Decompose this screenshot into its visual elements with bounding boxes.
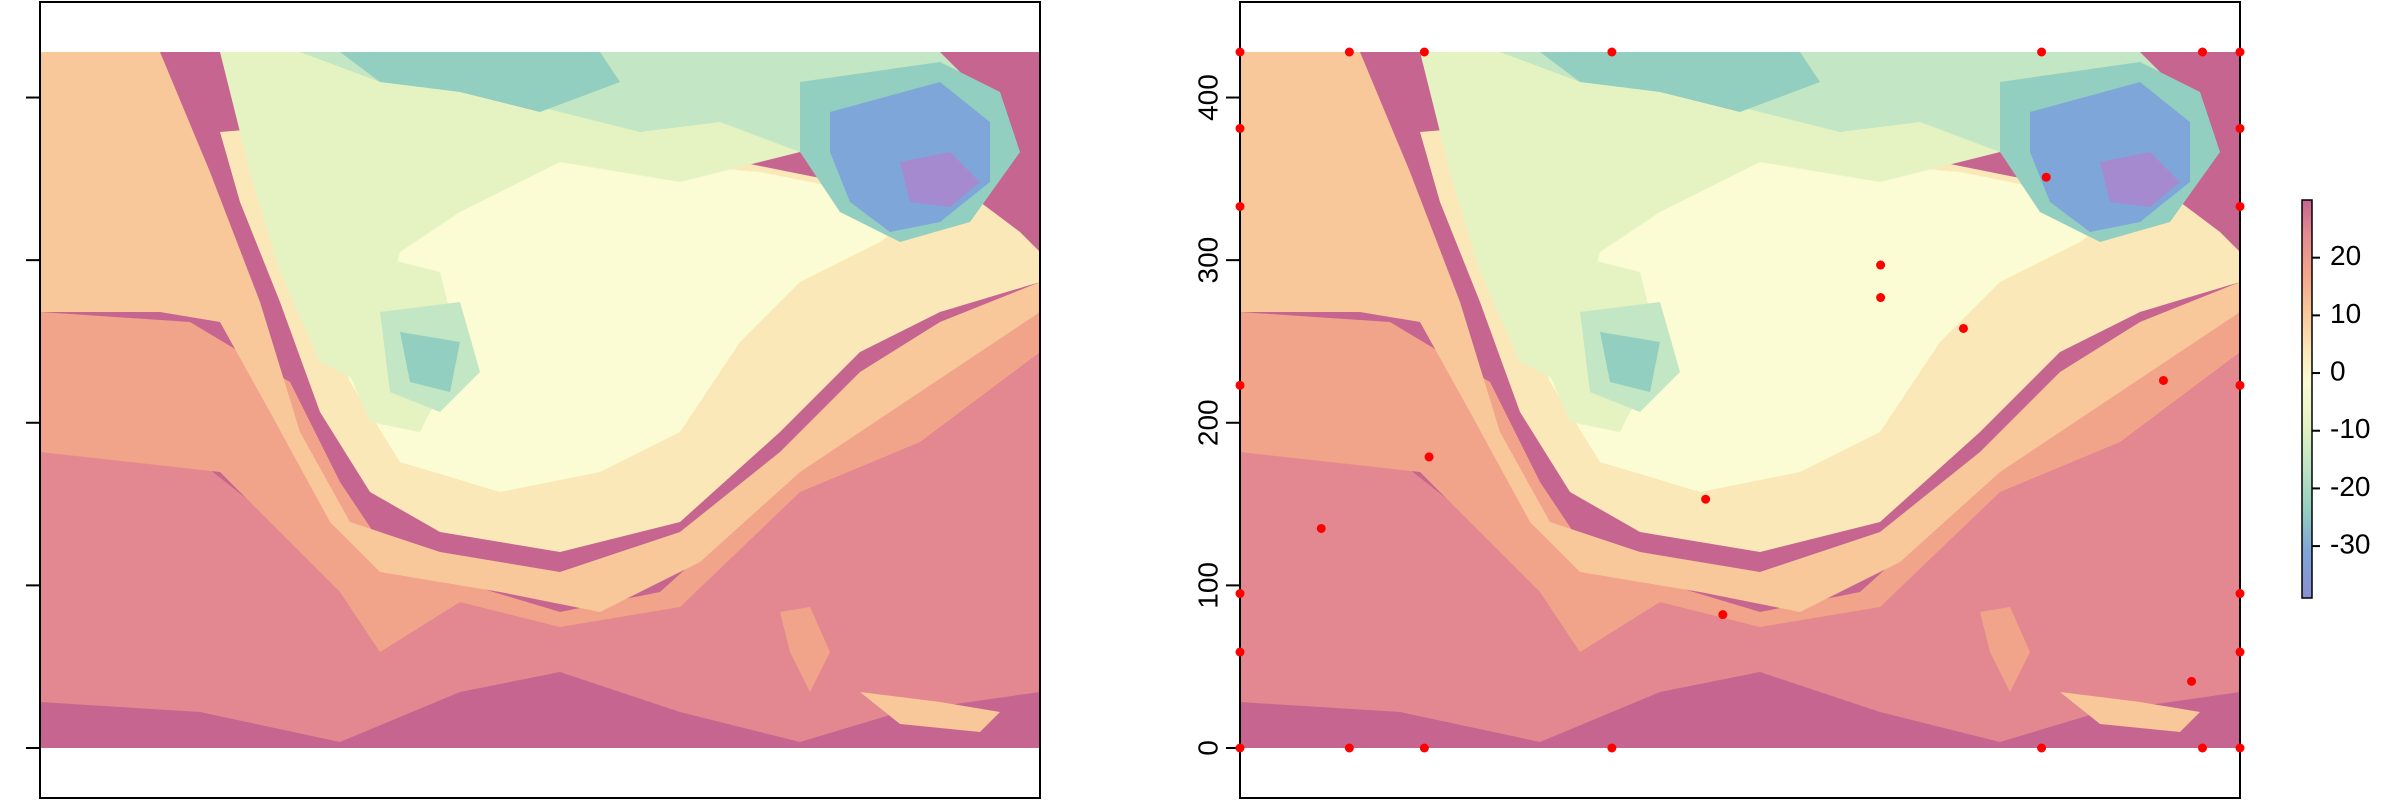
legend-tick-label: -10 xyxy=(2330,413,2370,444)
sample-point xyxy=(1344,743,1354,753)
sample-point xyxy=(2235,589,2245,599)
sample-point xyxy=(2235,201,2245,211)
sample-point xyxy=(2158,375,2168,385)
sample-point xyxy=(1235,201,1245,211)
color-legend: 20 10 0 -10 -20 -30 xyxy=(2301,199,2370,599)
left-plot-frame xyxy=(39,1,1041,799)
sample-point xyxy=(2235,47,2245,57)
sample-point xyxy=(1344,47,1354,57)
sample-point xyxy=(2037,47,2047,57)
y-tick-label: 100 xyxy=(1192,562,1223,609)
sample-point xyxy=(1235,123,1245,133)
sample-points xyxy=(1235,47,2245,753)
sample-point xyxy=(1607,743,1617,753)
sample-point xyxy=(1876,293,1886,303)
y-tick-label: 0 xyxy=(1192,740,1223,756)
sample-point xyxy=(1958,323,1968,333)
right-map-raster xyxy=(1240,52,2240,748)
sample-point xyxy=(2037,743,2047,753)
sample-point xyxy=(1701,494,1711,504)
legend-tick-label: -20 xyxy=(2330,471,2370,502)
legend-axis: 20 10 0 -10 -20 -30 xyxy=(2312,240,2370,559)
y-tick-label: 200 xyxy=(1192,399,1223,446)
sample-point xyxy=(1235,647,1245,657)
sample-point xyxy=(1718,610,1728,620)
legend-tick-label: 0 xyxy=(2330,355,2346,386)
sample-point xyxy=(2235,647,2245,657)
y-tick-label: 300 xyxy=(1192,237,1223,284)
sample-point xyxy=(2198,743,2207,753)
sample-point xyxy=(1876,260,1886,270)
sample-point xyxy=(1235,380,1245,390)
sample-point xyxy=(1235,743,1245,753)
sample-point xyxy=(1607,47,1617,57)
left-map-panel xyxy=(26,1,1041,799)
legend-tick-label: -30 xyxy=(2330,528,2370,559)
sample-point xyxy=(1235,47,1245,57)
right-y-axis: 0 100 200 300 400 xyxy=(1192,74,1240,756)
right-plot-frame xyxy=(1239,1,2241,799)
sample-point xyxy=(1419,743,1429,753)
sample-point xyxy=(2198,47,2207,57)
sample-point xyxy=(2235,743,2245,753)
legend-tick-label: 20 xyxy=(2330,240,2361,271)
legend-tick-label: 10 xyxy=(2330,298,2361,329)
sample-point xyxy=(1235,589,1245,599)
left-map-raster xyxy=(40,52,1040,748)
sample-point xyxy=(2041,172,2051,182)
sample-point xyxy=(1424,452,1434,462)
sample-point xyxy=(2235,380,2245,390)
sample-point xyxy=(1316,523,1326,533)
sample-point xyxy=(1419,47,1429,57)
legend-colorbar xyxy=(2301,199,2313,599)
sample-point xyxy=(2187,676,2197,686)
sample-point xyxy=(2235,123,2245,133)
left-y-axis xyxy=(26,96,40,749)
right-map-panel: 0 100 200 300 400 xyxy=(1192,1,2245,799)
y-tick-label: 400 xyxy=(1192,74,1223,121)
